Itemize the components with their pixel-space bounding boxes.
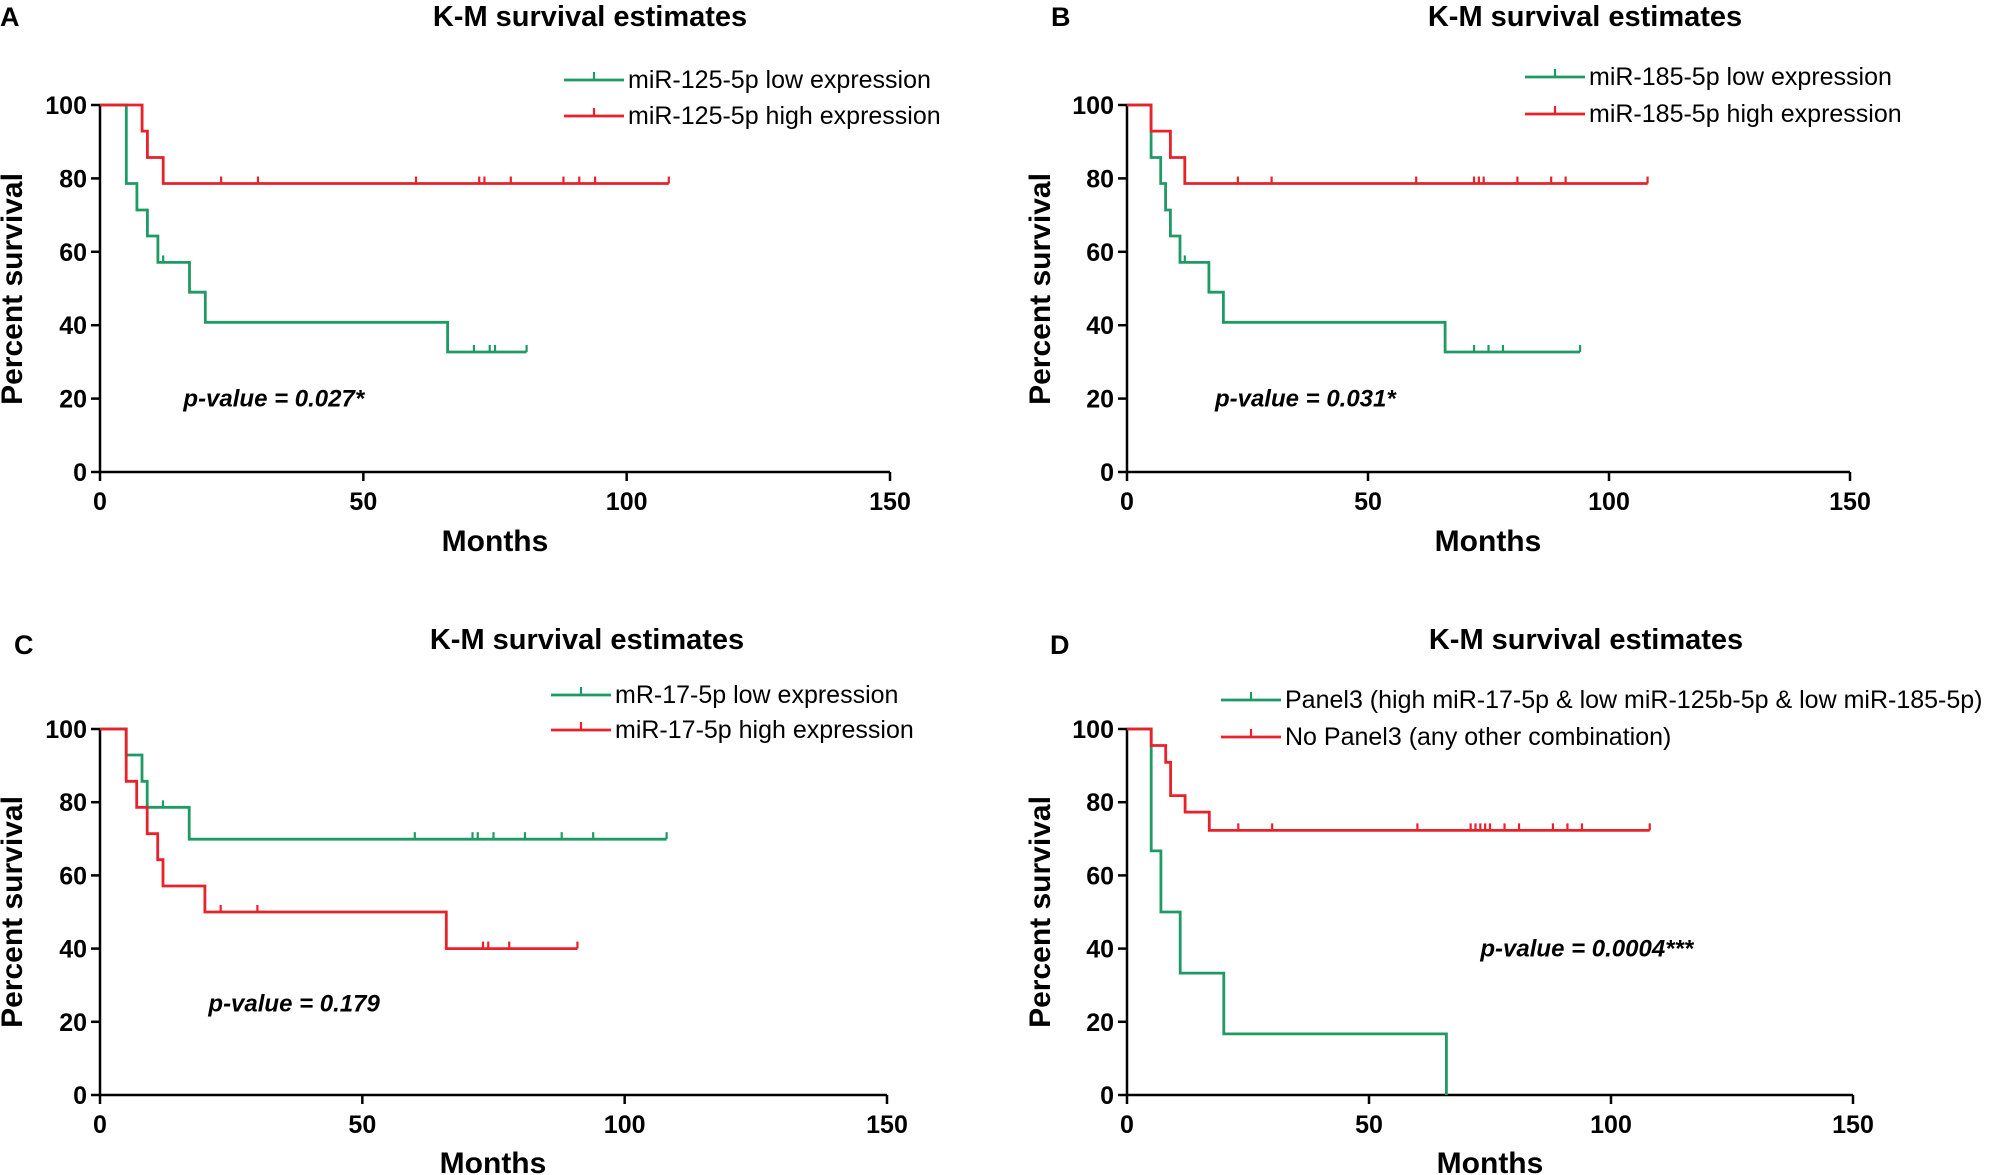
y-tick-label: 0 [1100, 459, 1114, 487]
x-axis-label: Months [1435, 525, 1542, 558]
x-axis-label: Months [1437, 1147, 1544, 1175]
legend-label: miR-185-5p low expression [1589, 63, 1892, 91]
y-tick-label: 40 [59, 312, 87, 340]
p-value-annotation: p-value = 0.179 [207, 991, 380, 1018]
legend-item: miR-185-5p low expression [1525, 63, 1892, 91]
chart-title: K-M survival estimates [433, 1, 747, 33]
legend-item: No Panel3 (any other combination) [1221, 723, 1671, 751]
panel-letter: B [1051, 2, 1071, 32]
y-tick-label: 40 [59, 936, 87, 964]
x-axis-label: Months [440, 1147, 547, 1175]
y-tick-label: 20 [1086, 386, 1114, 414]
y-tick-label: 0 [73, 1082, 87, 1110]
x-tick-label: 50 [349, 488, 377, 516]
y-tick-label: 60 [59, 862, 87, 890]
x-tick-label: 100 [606, 488, 648, 516]
legend-item: miR-125-5p high expression [564, 102, 941, 130]
survival-curve [100, 103, 527, 354]
y-tick-label: 80 [59, 165, 87, 193]
legend-label: miR-125-5p low expression [628, 66, 931, 94]
y-tick-label: 20 [59, 386, 87, 414]
chart-panel-a: A K-M survival estimates 0 20 40 60 80 100 0 50 10… [0, 1, 941, 558]
panel-letter: C [14, 630, 34, 660]
y-tick-label: 100 [1072, 92, 1114, 120]
y-tick-label: 100 [45, 92, 87, 120]
y-tick-label: 80 [1086, 165, 1114, 193]
y-tick-label: 60 [59, 239, 87, 267]
survival-curve [100, 727, 667, 841]
y-tick-label: 40 [1086, 936, 1114, 964]
series-high-red [1127, 727, 1651, 832]
chart-panel-d: D K-M survival estimates 0 20 40 60 80 100 0 50 10… [1024, 624, 1983, 1175]
y-axis-label: Percent survival [0, 173, 29, 405]
y-tick-label: 80 [59, 789, 87, 817]
y-tick-label: 20 [1086, 1009, 1114, 1037]
x-tick-label: 150 [1829, 488, 1871, 516]
y-tick-label: 0 [1100, 1082, 1114, 1110]
p-value-annotation: p-value = 0.0004*** [1479, 936, 1694, 963]
p-value-annotation: p-value = 0.027* [182, 386, 365, 413]
y-tick-label: 60 [1086, 239, 1114, 267]
series-high-red [100, 103, 670, 185]
survival-curve [1127, 727, 1650, 832]
y-tick-label: 100 [45, 716, 87, 744]
y-tick-label: 100 [1072, 716, 1114, 744]
y-axis-label: Percent survival [1024, 796, 1057, 1028]
series-low-green [100, 727, 668, 841]
legend-label: mR-17-5p low expression [615, 681, 898, 709]
legend-label: No Panel3 (any other combination) [1285, 723, 1671, 751]
legend-item: miR-185-5p high expression [1525, 100, 1902, 128]
survival-curve [1127, 103, 1648, 185]
chart-title: K-M survival estimates [1428, 1, 1742, 33]
survival-curve [1127, 727, 1448, 1095]
legend-label: Panel3 (high miR-17-5p & low miR-125b-5p… [1285, 686, 1983, 714]
x-tick-label: 100 [604, 1111, 646, 1139]
chart-title: K-M survival estimates [1429, 624, 1743, 656]
legend-item: miR-125-5p low expression [564, 66, 931, 94]
x-tick-label: 0 [1120, 488, 1134, 516]
legend-label: miR-17-5p high expression [615, 716, 914, 744]
survival-curve [100, 103, 669, 185]
x-tick-label: 100 [1588, 488, 1630, 516]
x-tick-label: 50 [1354, 488, 1382, 516]
series-low-green [100, 103, 528, 354]
chart-title: K-M survival estimates [430, 624, 744, 656]
legend-label: miR-125-5p high expression [628, 102, 941, 130]
x-tick-label: 0 [93, 1111, 107, 1139]
chart-panel-c: C K-M survival estimates 0 20 40 60 80 100 0 50 10… [0, 624, 914, 1175]
y-tick-label: 40 [1086, 312, 1114, 340]
series-low-green [1127, 103, 1582, 354]
legend-label: miR-185-5p high expression [1589, 100, 1902, 128]
x-tick-label: 0 [1120, 1111, 1134, 1139]
legend-item: Panel3 (high miR-17-5p & low miR-125b-5p… [1221, 686, 1983, 714]
series-low-green [1127, 727, 1448, 1095]
x-tick-label: 50 [348, 1111, 376, 1139]
y-tick-label: 20 [59, 1009, 87, 1037]
x-tick-label: 50 [1355, 1111, 1383, 1139]
x-tick-label: 100 [1590, 1111, 1632, 1139]
y-axis-label: Percent survival [1024, 173, 1057, 405]
series-high-red [1127, 103, 1649, 185]
panel-letter: A [0, 2, 20, 32]
p-value-annotation: p-value = 0.031* [1214, 386, 1397, 413]
y-tick-label: 60 [1086, 862, 1114, 890]
chart-panel-b: B K-M survival estimates 0 20 40 60 80 100 0 50 10… [1024, 1, 1902, 558]
series-high-red [100, 727, 579, 950]
y-axis-label: Percent survival [0, 796, 29, 1028]
x-tick-label: 150 [1832, 1111, 1874, 1139]
panel-letter: D [1050, 630, 1070, 660]
y-tick-label: 80 [1086, 789, 1114, 817]
legend-item: miR-17-5p high expression [551, 716, 914, 744]
survival-curve [100, 727, 578, 950]
x-tick-label: 150 [869, 488, 911, 516]
legend-item: mR-17-5p low expression [551, 681, 898, 709]
y-tick-label: 0 [73, 459, 87, 487]
x-tick-label: 150 [866, 1111, 908, 1139]
survival-curve [1127, 103, 1581, 354]
x-axis-label: Months [442, 525, 549, 558]
x-tick-label: 0 [93, 488, 107, 516]
